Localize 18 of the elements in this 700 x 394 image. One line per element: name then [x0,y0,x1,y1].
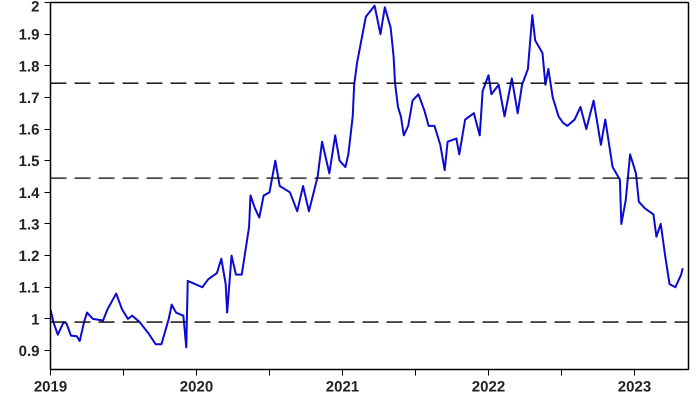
x-tick-label: 2020 [180,378,214,394]
y-tick-label: 1.8 [18,58,40,76]
x-tick-label: 2023 [618,378,652,394]
y-tick-label: 1.2 [18,248,40,266]
y-tick-label: 1.3 [18,216,40,234]
x-tick-label: 2021 [326,378,360,394]
y-tick-label: 0.9 [18,343,40,360]
x-tick-label: 2022 [472,378,506,394]
y-tick-label: 1.9 [18,26,40,44]
y-tick-label: 1.7 [18,90,40,107]
x-tick-label: 2019 [34,378,68,394]
y-tick-label: 1.4 [18,184,40,202]
y-tick-label: 1 [31,311,40,328]
y-tick-label: 1.6 [18,122,40,139]
y-tick-label: 2 [31,0,40,16]
line-series [50,4,684,348]
y-tick-label: 1.5 [18,153,40,170]
y-tick-label: 1.1 [18,280,40,297]
